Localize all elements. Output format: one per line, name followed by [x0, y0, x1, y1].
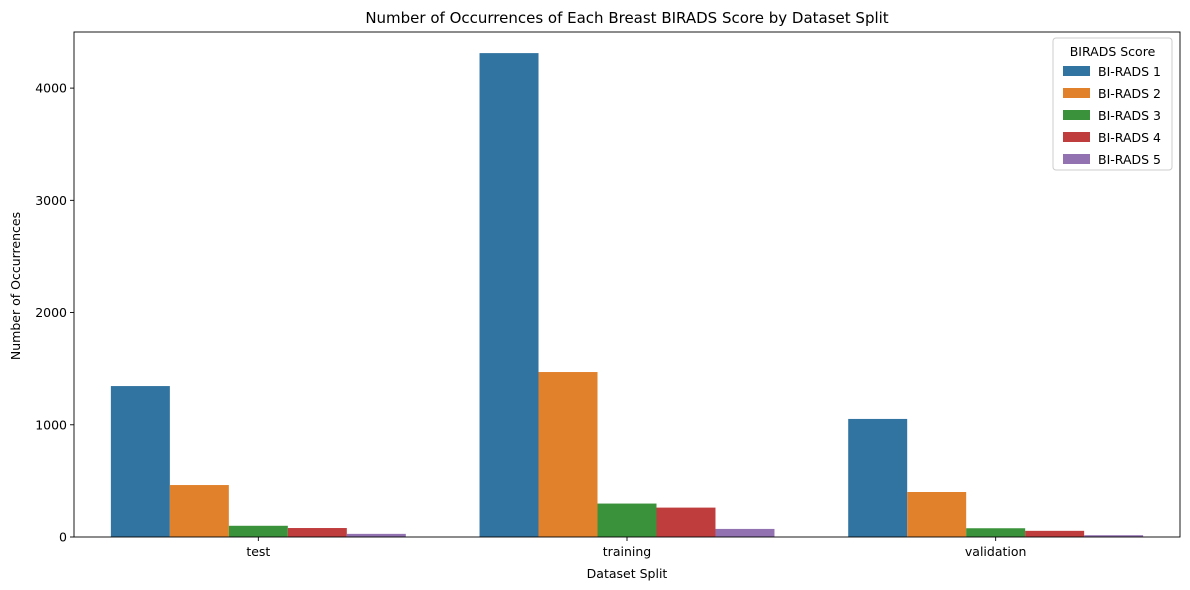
y-axis-label: Number of Occurrences [8, 212, 23, 360]
bar-bi-rads-3-test [228, 525, 288, 537]
bar-bi-rads-1-validation [848, 418, 908, 537]
bar-bi-rads-5-test [346, 533, 406, 537]
x-axis-label: Dataset Split [587, 566, 668, 581]
y-tick-label: 2000 [35, 305, 67, 320]
legend-swatch [1063, 66, 1090, 76]
legend-swatch [1063, 154, 1090, 164]
axes-group: 0 1000 2000 3000 4000 test training validation [35, 31, 1181, 559]
legend-entry-label: BI-RADS 3 [1098, 108, 1161, 123]
y-tick-label: 3000 [35, 193, 67, 208]
legend-entry-label: BI-RADS 4 [1098, 130, 1161, 145]
plot-frame [73, 31, 1181, 538]
bar-bi-rads-2-test [169, 485, 229, 537]
legend-swatch [1063, 88, 1090, 98]
bar-bi-rads-1-test [110, 386, 170, 537]
bar-bi-rads-2-training [538, 372, 598, 537]
bar-bi-rads-5-training [715, 528, 775, 537]
x-tick-label: validation [965, 544, 1027, 559]
bar-bi-rads-4-validation [1025, 530, 1085, 537]
legend: BIRADS Score BI-RADS 1 BI-RADS 2 BI-RADS 3 B… [1052, 37, 1173, 171]
y-tick-label: 0 [59, 530, 67, 545]
y-tick-label: 1000 [35, 417, 67, 432]
bar-bi-rads-4-test [287, 528, 347, 537]
y-tick-label: 4000 [35, 81, 67, 96]
legend-title: BIRADS Score [1070, 44, 1156, 59]
x-tick-label: test [246, 544, 270, 559]
bar-bi-rads-4-training [656, 507, 716, 537]
chart-title: Number of Occurrences of Each Breast BIR… [365, 9, 888, 27]
legend-swatch [1063, 132, 1090, 142]
bar-bi-rads-5-validation [1084, 535, 1144, 537]
bar-bi-rads-3-training [597, 503, 657, 537]
legend-entry-label: BI-RADS 5 [1098, 152, 1161, 167]
legend-entry-label: BI-RADS 2 [1098, 86, 1161, 101]
x-tick-label: training [603, 544, 651, 559]
legend-swatch [1063, 110, 1090, 120]
bars-group [110, 53, 1144, 537]
legend-entry-label: BI-RADS 1 [1098, 64, 1161, 79]
bar-bi-rads-3-validation [966, 528, 1026, 537]
bar-bi-rads-2-validation [907, 492, 967, 537]
bar-bi-rads-1-training [479, 53, 539, 537]
